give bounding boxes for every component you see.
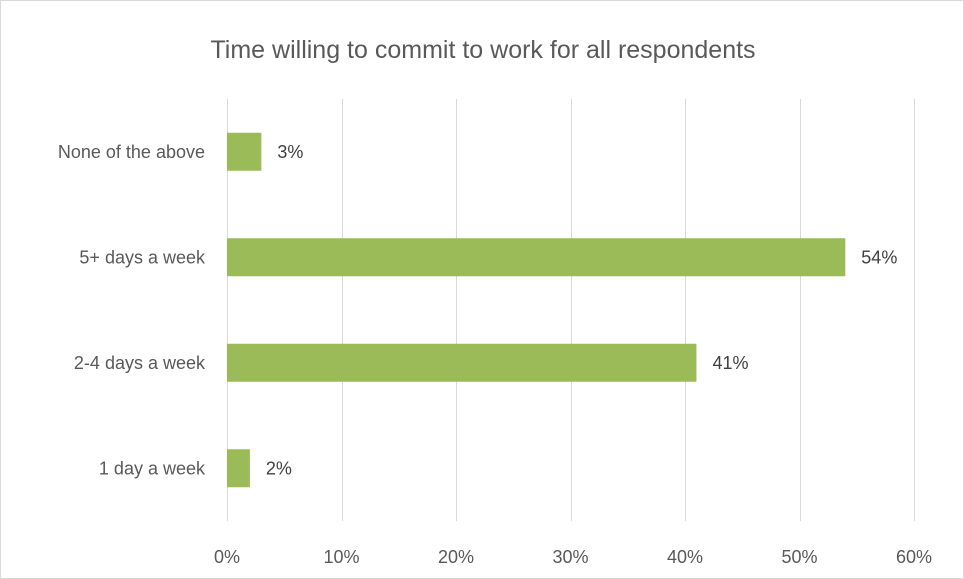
category-label: None of the above [58, 142, 205, 162]
x-tick-labels: 0% 10% 20% 30% 40% 50% 60% [214, 547, 932, 567]
x-tick-label: 10% [323, 547, 359, 567]
x-tick-label: 60% [896, 547, 932, 567]
data-label: 54% [861, 247, 897, 267]
x-tick-label: 0% [214, 547, 240, 567]
x-tick-label: 40% [667, 547, 703, 567]
data-label: 3% [277, 142, 303, 162]
data-labels: 3% 54% 41% 2% [266, 142, 897, 479]
x-tick-label: 50% [781, 547, 817, 567]
x-tick-label: 20% [438, 547, 474, 567]
data-label: 41% [712, 353, 748, 373]
chart-title: Time willing to commit to work for all r… [210, 36, 755, 64]
bars [227, 132, 846, 488]
bar [227, 238, 846, 277]
bar [227, 343, 697, 382]
category-label: 2-4 days a week [74, 353, 206, 373]
category-label: 1 day a week [99, 458, 206, 478]
category-label: 5+ days a week [79, 247, 206, 267]
bar [227, 132, 262, 171]
bar [227, 449, 250, 488]
gridlines [227, 99, 915, 521]
x-tick-label: 30% [552, 547, 588, 567]
category-labels: None of the above 5+ days a week 2-4 days … [58, 142, 206, 479]
data-label: 2% [266, 458, 292, 478]
